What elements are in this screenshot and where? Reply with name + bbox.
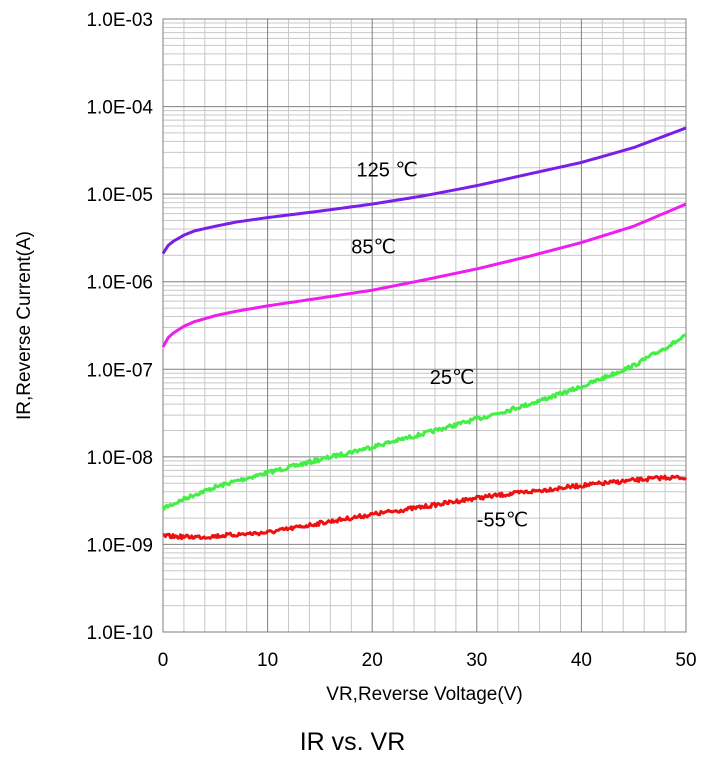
y-tick-label: 1.0E-08 (86, 448, 153, 469)
x-tick-label: 10 (257, 650, 278, 671)
y-tick-label: 1.0E-03 (86, 10, 153, 31)
x-tick-label: 20 (362, 650, 383, 671)
series-line-2 (161, 333, 687, 511)
reverse-current-chart: 0 10 20 30 40 50 1.0E-10 1.0E-09 1.0E-08 1.0E-07… (14, 10, 697, 705)
x-tick-label: 30 (466, 650, 487, 671)
x-axis-title: VR,Reverse Voltage(V) (326, 684, 522, 705)
y-tick-label: 1.0E-04 (86, 98, 153, 119)
series-layer (161, 126, 688, 541)
y-axis-title: IR,Reverse Current(A) (14, 231, 35, 420)
y-tick-label: 1.0E-10 (86, 623, 153, 644)
chart-caption: IR vs. VR (299, 728, 406, 756)
y-tick-label: 1.0E-05 (86, 185, 153, 206)
x-tick-labels: 0 10 20 30 40 50 (158, 650, 697, 671)
plot-frame (162, 18, 687, 633)
x-tick-label: 50 (675, 650, 696, 671)
y-tick-labels: 1.0E-10 1.0E-09 1.0E-08 1.0E-07 1.0E-06 1.0E-… (86, 10, 153, 644)
x-tick-label: 0 (158, 650, 169, 671)
series-annotation: 125 ℃ (357, 159, 418, 181)
y-tick-label: 1.0E-09 (86, 535, 153, 556)
series-annotation: -55℃ (477, 510, 528, 532)
series-line-3 (162, 474, 688, 541)
y-tick-label: 1.0E-07 (86, 360, 153, 381)
x-tick-label: 40 (571, 650, 592, 671)
series-annotation: 25℃ (430, 367, 475, 389)
minor-gridlines (163, 19, 686, 632)
series-line-0 (161, 126, 687, 255)
series-annotation: 85℃ (351, 236, 396, 258)
y-tick-label: 1.0E-06 (86, 273, 153, 294)
series-line-1 (161, 202, 687, 348)
series-annotations: 125 ℃ 85℃ 25℃ -55℃ (351, 159, 528, 531)
